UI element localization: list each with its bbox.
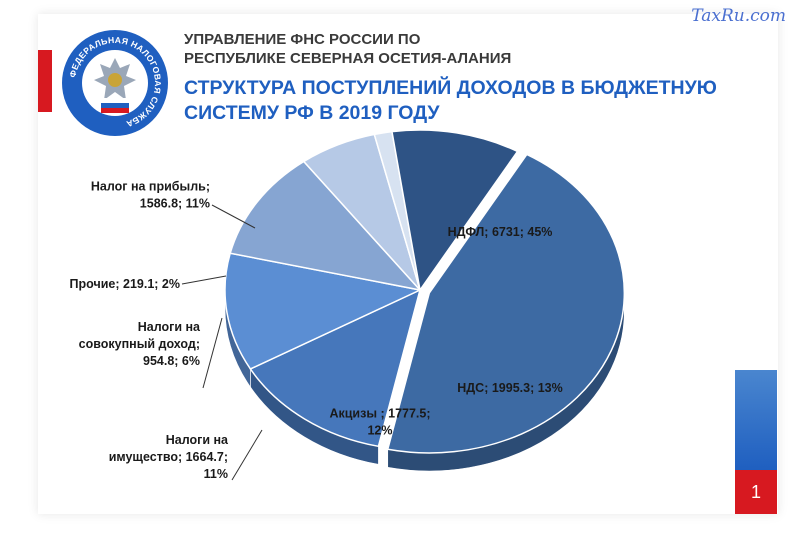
pie-slice	[391, 129, 519, 292]
slice-label: Налог на прибыль; 1586.8; 11%	[91, 180, 210, 211]
slice-label-line: имущество; 1664.7;	[109, 450, 228, 464]
leader-line	[231, 429, 263, 481]
slice-label-line: Налоги на	[138, 320, 201, 334]
pie-slice	[386, 153, 626, 454]
org-line-2: РЕСПУБЛИКЕ СЕВЕРНАЯ ОСЕТИЯ-АЛАНИЯ	[184, 50, 512, 67]
slice-label-line: Налог на прибыль;	[91, 180, 210, 194]
slide-number: 1	[750, 482, 761, 502]
slice-label-line: совокупный доход;	[79, 337, 200, 351]
pie-labels: НДФЛ; 6731; 45% НДС; 1995.3; 13% Акцизы ; …	[70, 180, 563, 482]
slice-label-line: 12%	[367, 424, 392, 438]
watermark: TaxRu.com	[691, 6, 786, 26]
pie-slice	[229, 160, 423, 292]
slice-label-line: 954.8; 6%	[143, 354, 200, 368]
slice-label-line: Прочие; 219.1; 2%	[70, 277, 180, 291]
pie-slice	[249, 288, 422, 448]
slice-label-line: Акцизы ; 1777.5;	[329, 407, 430, 421]
slice-label-line: НДФЛ; 6731; 45%	[448, 225, 553, 239]
slice-label-line: НДС; 1995.3; 13%	[457, 381, 562, 395]
leader-line	[181, 275, 227, 285]
red-accent-bar	[38, 50, 52, 112]
slice-label-line: 1586.8; 11%	[140, 197, 210, 211]
fns-emblem-icon: ФЕДЕРАЛЬНАЯ НАЛОГОВАЯ СЛУЖБА	[62, 30, 168, 136]
leader-line	[202, 317, 223, 389]
organization-header: УПРАВЛЕНИЕ ФНС РОССИИ ПО РЕСПУБЛИКЕ СЕВЕ…	[184, 30, 511, 68]
org-line-1: УПРАВЛЕНИЕ ФНС РОССИИ ПО	[184, 31, 421, 48]
side-accent-blue	[735, 370, 777, 470]
slice-label-line: 11%	[204, 467, 228, 481]
title-line-2: СИСТЕМУ РФ В 2019 ГОДУ	[184, 102, 440, 124]
slice-label: НДФЛ; 6731; 45%	[448, 225, 553, 239]
slice-label: Акцизы ; 1777.5; 12%	[329, 407, 430, 438]
slice-label: Налоги на имущество; 1664.7; 11%	[109, 433, 229, 481]
slide-title: СТРУКТУРА ПОСТУПЛЕНИЙ ДОХОДОВ В БЮДЖЕТНУ…	[184, 76, 717, 126]
side-accent-red	[735, 470, 777, 514]
leader-line	[211, 204, 256, 229]
slice-label-line: Налоги на	[166, 433, 229, 447]
slice-label: НДС; 1995.3; 13%	[457, 381, 562, 395]
slice-label: Прочие; 219.1; 2%	[70, 277, 180, 291]
pie-slice	[224, 252, 423, 370]
title-line-1: СТРУКТУРА ПОСТУПЛЕНИЙ ДОХОДОВ В БЮДЖЕТНУ…	[184, 77, 717, 99]
slice-label: Налоги на совокупный доход; 954.8; 6%	[79, 320, 201, 368]
pie-slices	[224, 129, 626, 454]
